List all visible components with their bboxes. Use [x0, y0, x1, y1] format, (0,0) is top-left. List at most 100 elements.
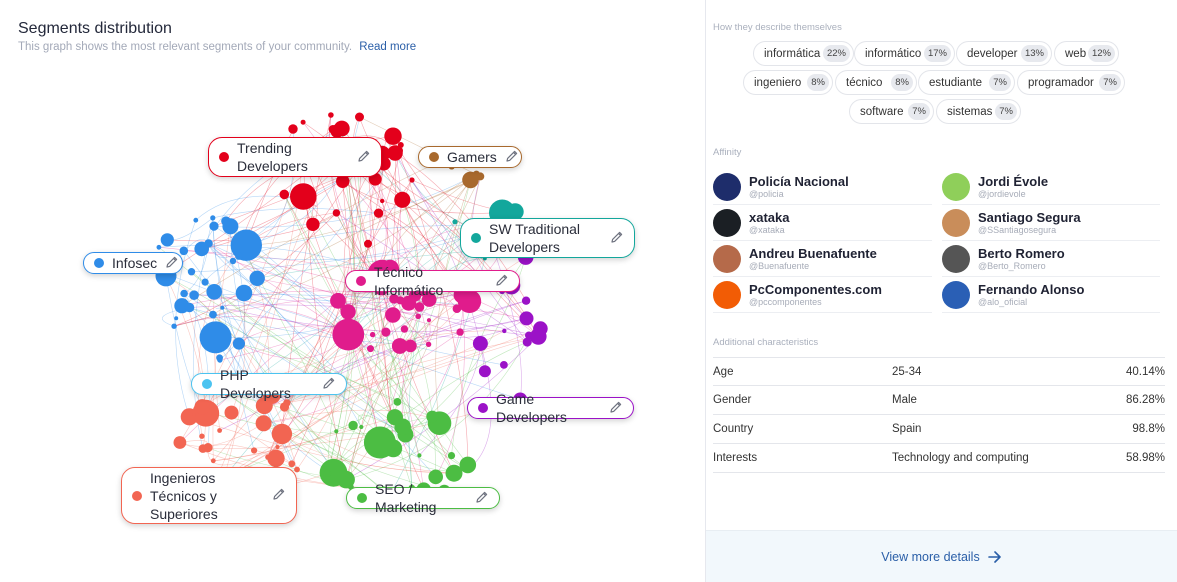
segment-label-infosec[interactable]: Infosec [83, 252, 183, 274]
edit-pencil-icon[interactable] [349, 149, 371, 166]
account-handle: @Berto_Romero [978, 260, 1046, 271]
affinity-account[interactable]: Jordi Évole @jordievole [942, 169, 1160, 205]
avatar [942, 280, 970, 309]
avatar [713, 280, 741, 309]
characteristic-percent: 98.8% [1132, 423, 1165, 435]
graph-node [500, 361, 508, 369]
graph-node [330, 292, 346, 309]
edit-pencil-icon[interactable] [314, 376, 336, 393]
edit-pencil-icon[interactable] [264, 487, 286, 504]
graph-node [210, 215, 216, 221]
avatar [942, 208, 970, 237]
graph-node [328, 112, 334, 118]
affinity-account[interactable]: Policía Nacional @policia [713, 169, 932, 205]
describe-chip[interactable]: sistemas 7% [936, 99, 1021, 124]
account-info: xataka @xataka [749, 210, 789, 236]
view-more-bar: View more details [706, 530, 1177, 582]
describe-chip[interactable]: programador 7% [1017, 70, 1125, 95]
account-handle: @policia [749, 188, 784, 199]
segment-color-dot [357, 493, 367, 503]
describe-heading: How they describe themselves [713, 22, 842, 33]
describe-chip[interactable]: web 12% [1054, 41, 1119, 66]
avatar [942, 172, 970, 201]
graph-node [171, 323, 177, 329]
account-info: PcComponentes.com @pccomponentes [749, 282, 882, 308]
graph-node [472, 336, 488, 351]
affinity-account[interactable]: Andreu Buenafuente @Buenafuente [713, 241, 932, 277]
segment-label-gamers[interactable]: Gamers [418, 146, 522, 168]
edit-pencil-icon[interactable] [467, 490, 489, 507]
edit-pencil-icon[interactable] [602, 230, 624, 247]
graph-node [334, 429, 339, 434]
segment-name: Trending Developers [237, 140, 308, 174]
characteristic-value: Technology and computing [892, 452, 1029, 464]
graph-node [445, 464, 463, 482]
segment-name: Ingenieros Técnicos y Superiores [150, 469, 218, 522]
chip-percent: 8% [891, 74, 913, 91]
segment-color-dot [219, 152, 229, 162]
segment-label-tecnico[interactable]: Técnico Informático [345, 264, 520, 298]
graph-node [391, 338, 408, 354]
avatar [713, 244, 741, 273]
describe-chip[interactable]: técnico 8% [835, 70, 917, 95]
graph-node [235, 284, 253, 302]
characteristic-row: Interests Technology and computing 58.98% [713, 444, 1165, 473]
read-more-link[interactable]: Read more [359, 41, 417, 53]
insights-panel: How they describe themselves informática… [706, 0, 1177, 582]
chip-label: ingeniero [754, 76, 802, 89]
graph-node [359, 424, 364, 430]
chip-percent: 12% [1087, 45, 1115, 62]
segment-color-dot [478, 403, 488, 413]
affinity-account[interactable]: Berto Romero @Berto_Romero [942, 241, 1160, 277]
graph-node [267, 449, 285, 468]
graph-node [206, 284, 222, 300]
edit-pencil-icon[interactable] [157, 255, 179, 272]
graph-node [251, 447, 258, 454]
describe-chip[interactable]: software 7% [849, 99, 934, 124]
affinity-account[interactable]: PcComponentes.com @pccomponentes [713, 277, 932, 313]
affinity-account[interactable]: Santiago Segura @SSantiagosegura [942, 205, 1160, 241]
edit-pencil-icon[interactable] [601, 400, 623, 417]
segment-name: Gamers [447, 149, 497, 165]
graph-node [194, 241, 209, 257]
graph-node [189, 290, 199, 301]
account-name: Policía Nacional [749, 173, 849, 189]
graph-node [201, 278, 209, 286]
describe-chip[interactable]: informática 22% [753, 41, 854, 66]
graph-node [275, 444, 280, 450]
segment-label-sw[interactable]: SW Traditional Developers [460, 218, 635, 258]
graph-node [373, 208, 384, 218]
graph-node [522, 337, 532, 347]
describe-chip[interactable]: ingeniero 8% [743, 70, 833, 95]
account-info: Andreu Buenafuente @Buenafuente [749, 246, 877, 272]
graph-node [193, 217, 199, 223]
graph-node [224, 405, 239, 420]
graph-node [288, 124, 298, 134]
segment-label-php[interactable]: PHP Developers [191, 367, 347, 401]
account-name: Jordi Évole [978, 173, 1049, 189]
view-more-button[interactable]: View more details [881, 550, 1001, 564]
segment-name: Game Developers [496, 391, 567, 425]
characteristic-label: Country [713, 423, 754, 435]
segment-label-seo[interactable]: SEO / Marketing [346, 481, 500, 515]
segment-label-trending[interactable]: Trending Developers [208, 137, 382, 177]
edit-pencil-icon[interactable] [487, 273, 509, 290]
affinity-account[interactable]: Fernando Alonso @alo_oficial [942, 277, 1160, 313]
characteristic-percent: 40.14% [1125, 365, 1165, 378]
graph-node [216, 354, 224, 362]
segment-label-game[interactable]: Game Developers [467, 391, 634, 425]
describe-chip[interactable]: developer 13% [956, 41, 1052, 66]
describe-chip[interactable]: estudiante 7% [918, 70, 1015, 95]
graph-node [404, 339, 417, 353]
describe-chip[interactable]: informático 17% [854, 41, 955, 66]
edit-pencil-icon[interactable] [497, 149, 519, 166]
graph-node [229, 257, 237, 265]
account-handle: @xataka [749, 224, 785, 235]
graph-node [199, 433, 205, 439]
affinity-account[interactable]: xataka @xataka [713, 205, 932, 241]
segment-name: Infosec [112, 255, 158, 271]
chip-percent: 8% [807, 74, 829, 91]
graph-node [184, 302, 195, 313]
segment-label-ingenieros[interactable]: Ingenieros Técnicos y Superiores [121, 467, 297, 524]
graph-node [180, 289, 188, 298]
